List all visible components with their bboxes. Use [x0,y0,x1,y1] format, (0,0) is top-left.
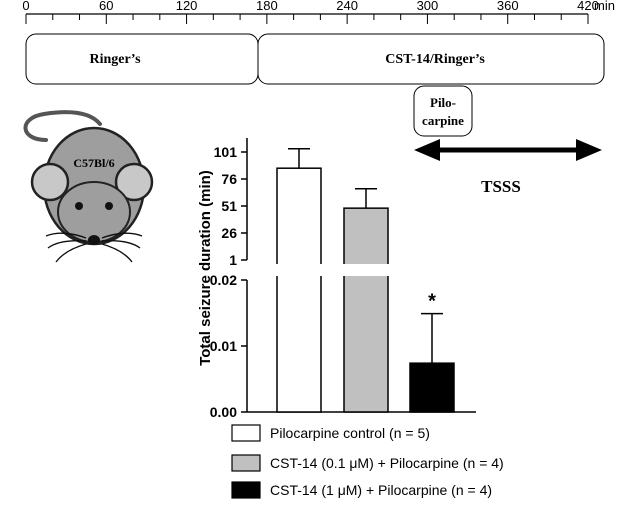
timeline-tick-label: 180 [256,0,278,13]
y-tick-label: 76 [221,171,237,187]
timeline-tick-label: 360 [497,0,519,13]
timeline-tick-label: 120 [176,0,198,13]
left-eye-icon [75,202,83,210]
bar [343,207,389,413]
significance-markers: * [428,291,436,313]
timeline-ticks [25,14,589,24]
timeline-unit: min [594,0,615,13]
right-ear-icon [114,162,154,202]
axis-break [241,264,473,276]
pilocarpine-label-line1: Pilo- [430,95,456,110]
nose-icon [88,235,100,245]
significance-marker: * [428,291,436,313]
mouse-strain-label: C57Bl/6 [73,156,114,170]
y-tick-labels: 1 26 51 76 101 0.00 0.01 0.02 [210,144,237,420]
legend-swatch [231,481,261,499]
y-axis-label: Total seizure duration (min) [197,170,214,366]
y-tick-marks [241,151,247,413]
y-tick-label: 101 [214,144,238,160]
timeline-tick-label: 300 [417,0,439,13]
timeline-tick-label: 240 [336,0,358,13]
tsss-arrow [414,139,602,161]
left-ear-icon [30,162,70,202]
timeline-tick-label: 60 [99,0,113,13]
timeline-tick-label: 420 [577,0,599,13]
y-tick-label: 0.02 [210,272,237,288]
tsss-label: TSSS [481,177,521,196]
legend-label: Pilocarpine control (n = 5) [270,425,430,441]
y-tick-label: 26 [221,225,237,241]
legend-label: CST-14 (1 μM) + Pilocarpine (n = 4) [270,482,492,498]
legend-swatch [231,424,261,442]
bar [409,362,455,413]
mouse-icon: C57Bl/6 [23,110,154,263]
timeline: 0 60 120 180 240 300 360 420 min Ringer’s CST-1… [22,0,615,196]
y-tick-label: 51 [221,198,237,214]
phase-ringers-box [25,33,259,85]
bar-chart: Total seizure duration (min) 1 26 51 76 101 0… [197,138,476,420]
chart-error-bars [288,148,443,364]
y-tick-label: 1 [229,252,237,268]
legend-label: CST-14 (0.1 μM) + Pilocarpine (n = 4) [270,455,504,471]
timeline-tick-label: 0 [22,0,29,13]
legend-swatch [231,454,261,472]
timeline-tick-labels: 0 60 120 180 240 300 360 420 [22,0,598,13]
phase-cst14-label: CST-14/Ringer’s [385,52,485,67]
phase-cst14-box [257,33,605,85]
y-tick-label: 0.00 [210,404,237,420]
pilocarpine-label-line2: carpine [422,113,464,128]
y-tick-label: 0.01 [210,338,237,354]
whiskers-icon [45,232,143,263]
right-eye-icon [105,202,113,210]
bar [276,167,322,413]
chart-legend: Pilocarpine control (n = 5) CST-14 (0.1 μ… [231,424,504,499]
chart-bars [276,167,455,413]
phase-ringers-label: Ringer’s [89,52,141,67]
pilocarpine-injection-box [413,85,473,137]
axis-break-gap [241,264,473,276]
